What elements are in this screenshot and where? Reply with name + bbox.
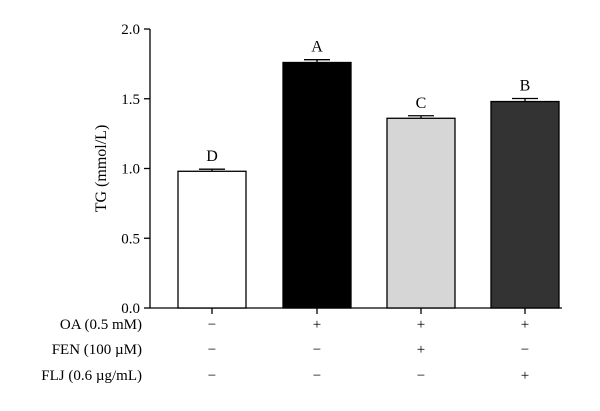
bar xyxy=(177,170,247,309)
treatment-sign: + xyxy=(521,317,529,333)
significance-letter: A xyxy=(311,39,323,56)
treatment-sign: − xyxy=(208,317,216,333)
treatment-sign: − xyxy=(417,368,425,384)
treatment-sign: − xyxy=(313,342,321,358)
bar xyxy=(386,117,456,309)
y-tick-label: 2.0 xyxy=(121,22,140,38)
treatment-sign: + xyxy=(521,368,529,384)
treatment-label: FLJ (0.6 µg/mL) xyxy=(41,368,142,384)
treatment-sign: − xyxy=(521,342,529,358)
labels: D A C B xyxy=(206,39,530,166)
treatment-label: OA (0.5 mM) xyxy=(60,317,142,333)
treatment-sign: − xyxy=(208,342,216,358)
bar xyxy=(282,61,352,309)
significance-letter: C xyxy=(416,95,427,112)
treatment-label: FEN (100 µM) xyxy=(52,342,142,358)
bar xyxy=(490,100,560,309)
treatment-sign: + xyxy=(313,317,321,333)
bars xyxy=(177,59,560,309)
treatment-sign: + xyxy=(417,342,425,358)
treatment-sign: + xyxy=(417,317,425,333)
significance-letter: D xyxy=(206,148,218,165)
y-tick-label: 0.5 xyxy=(121,231,140,247)
treatment-sign: − xyxy=(208,368,216,384)
y-axis-title: TG (mmol/L) xyxy=(93,125,110,213)
y-tick-label: 1.5 xyxy=(121,92,140,108)
treatment-table: OA (0.5 mM) − + + + FEN (100 µM) − − + − FLJ (0.6 … xyxy=(41,317,529,384)
significance-letter: B xyxy=(520,77,531,94)
y-tick-label: 1.0 xyxy=(121,162,140,178)
treatment-sign: − xyxy=(313,368,321,384)
y-tick-label: 0.0 xyxy=(121,301,140,317)
